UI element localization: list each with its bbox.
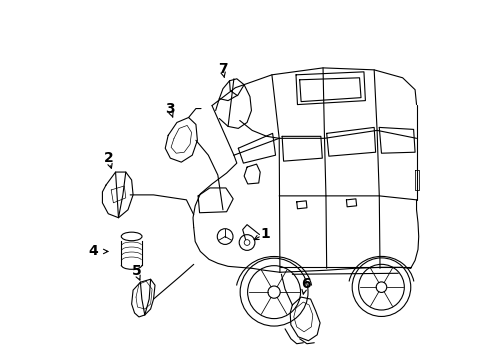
Text: 4: 4: [89, 244, 98, 258]
Text: 3: 3: [165, 102, 175, 116]
Text: 1: 1: [260, 226, 270, 240]
Text: 5: 5: [132, 264, 142, 278]
Text: 6: 6: [300, 277, 310, 291]
Text: 2: 2: [103, 151, 113, 165]
Text: 7: 7: [218, 62, 227, 76]
